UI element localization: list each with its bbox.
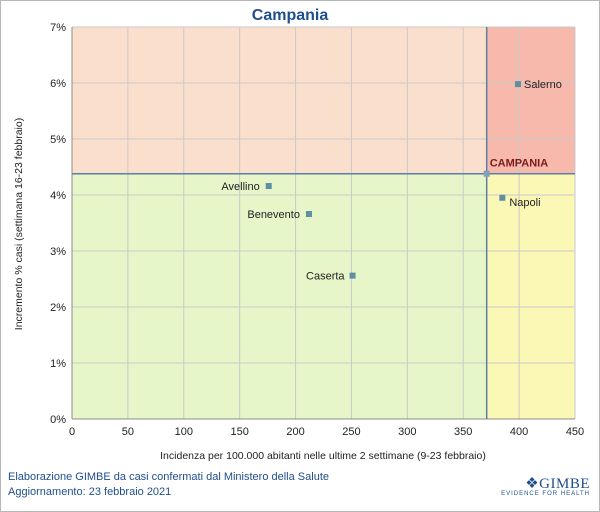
x-tick-label: 300 bbox=[398, 426, 416, 438]
chart-title: Campania bbox=[252, 7, 329, 24]
quadrant-top-right bbox=[486, 27, 575, 174]
logo-brand: ❖GIMBE bbox=[525, 476, 590, 492]
x-tick-label: 350 bbox=[454, 426, 472, 438]
logo-tagline: EVIDENCE FOR HEALTH bbox=[501, 491, 590, 497]
x-tick-label: 450 bbox=[566, 426, 584, 438]
x-tick-label: 50 bbox=[122, 426, 134, 438]
y-tick-label: 5% bbox=[50, 134, 66, 146]
y-tick-label: 2% bbox=[50, 302, 66, 314]
point-marker bbox=[514, 81, 521, 88]
footer-source: Elaborazione GIMBE da casi confermati da… bbox=[8, 471, 329, 483]
y-axis-label: Incremento % casi (settimana 16-23 febbr… bbox=[13, 118, 25, 330]
point-label: Benevento bbox=[247, 209, 300, 221]
x-tick-label: 100 bbox=[175, 426, 193, 438]
y-tick-label: 1% bbox=[50, 358, 66, 370]
footer: Elaborazione GIMBE da casi confermati da… bbox=[8, 470, 329, 500]
point-label: Napoli bbox=[509, 197, 540, 209]
quadrant-bottom-left bbox=[72, 173, 487, 419]
point-marker bbox=[499, 194, 506, 201]
x-tick-label: 250 bbox=[342, 426, 360, 438]
y-tick-label: 7% bbox=[50, 22, 66, 34]
y-tick-label: 0% bbox=[50, 414, 66, 426]
point-label: Avellino bbox=[221, 181, 259, 193]
point-label: Caserta bbox=[306, 271, 345, 283]
quadrant-top-left bbox=[72, 27, 487, 174]
reference-label: CAMPANIA bbox=[490, 158, 549, 170]
point-marker bbox=[349, 272, 356, 279]
gimbe-logo: ❖GIMBE EVIDENCE FOR HEALTH bbox=[501, 474, 590, 497]
x-tick-label: 0 bbox=[69, 426, 75, 438]
footer-update: Aggiornamento: 23 febbraio 2021 bbox=[8, 486, 172, 498]
x-tick-label: 200 bbox=[286, 426, 304, 438]
logo-mark-icon: ❖ bbox=[525, 476, 540, 492]
x-tick-label: 400 bbox=[510, 426, 528, 438]
x-axis-label: Incidenza per 100.000 abitanti nelle ult… bbox=[160, 450, 486, 462]
y-tick-label: 6% bbox=[50, 78, 66, 90]
y-tick-label: 4% bbox=[50, 190, 66, 202]
point-label: Salerno bbox=[524, 79, 562, 91]
x-tick-label: 150 bbox=[230, 426, 248, 438]
point-marker bbox=[305, 211, 312, 218]
reference-marker bbox=[483, 170, 490, 177]
quadrant-bottom-right bbox=[486, 173, 575, 419]
y-tick-label: 3% bbox=[50, 246, 66, 258]
point-marker bbox=[265, 183, 272, 190]
